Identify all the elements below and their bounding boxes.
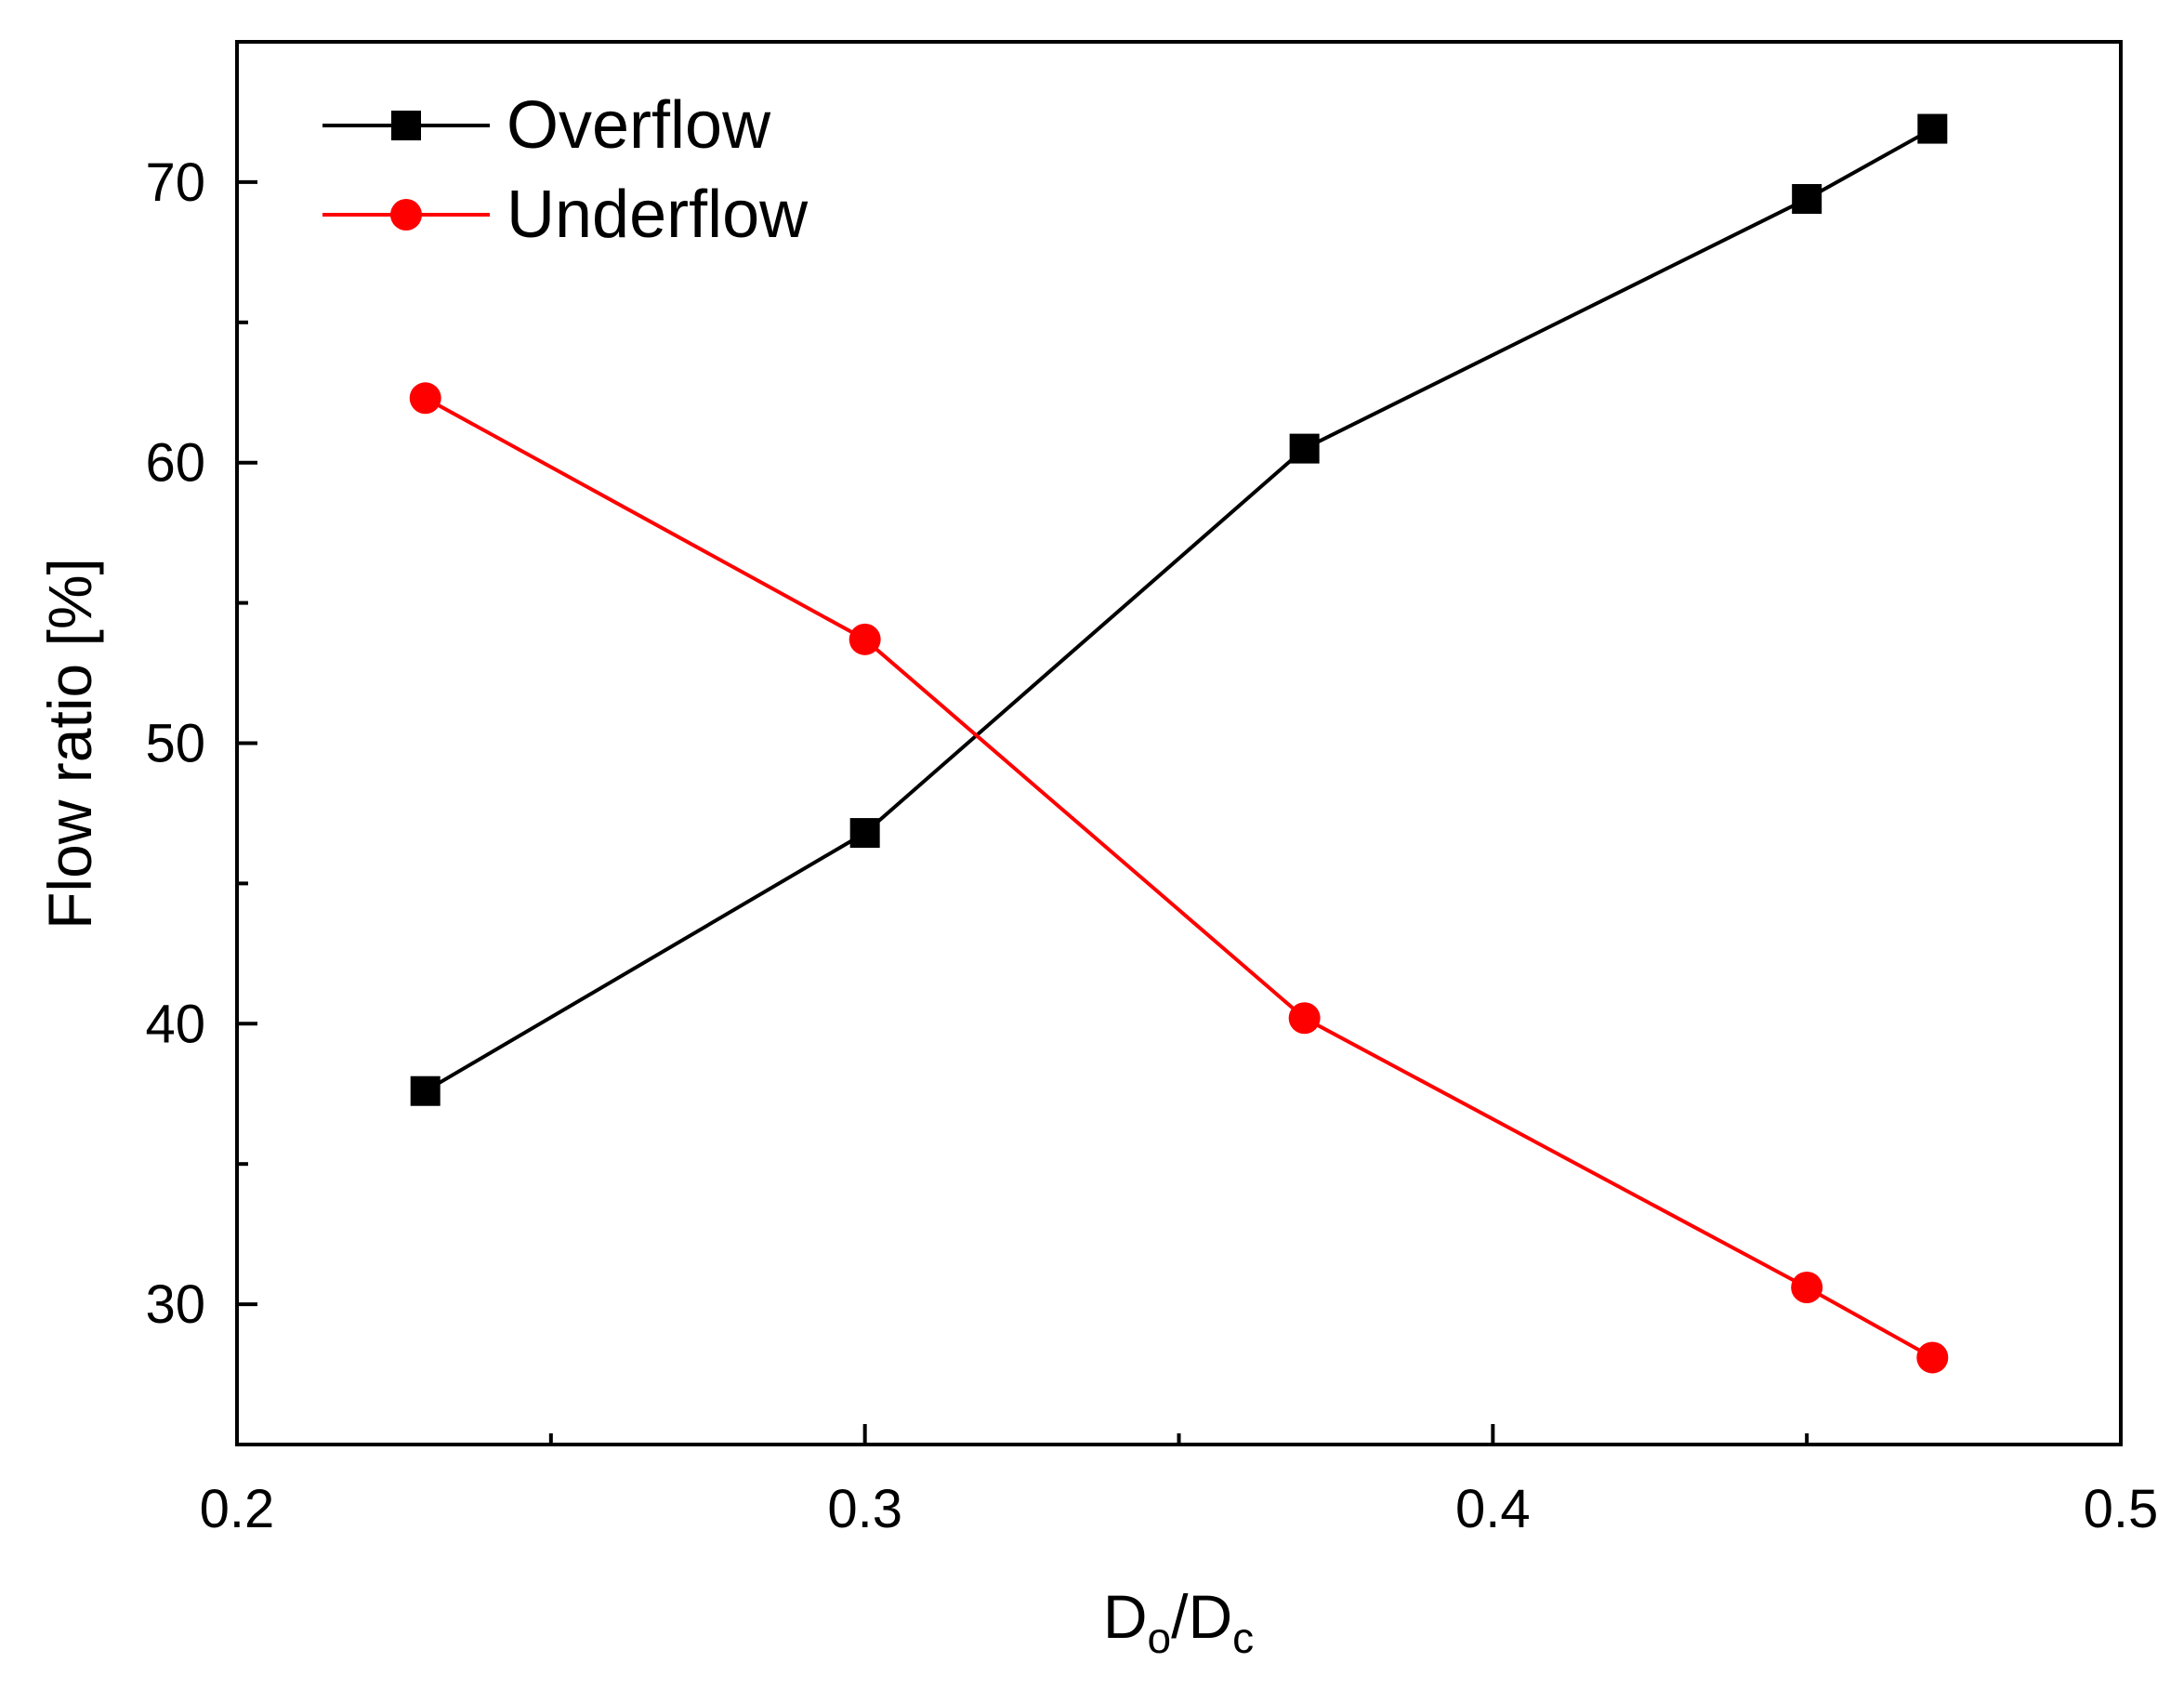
data-point-overflow (410, 1075, 441, 1106)
legend-marker-overflow (391, 111, 421, 140)
series-layer (409, 113, 1949, 1374)
y-axis-tick-labels: 30 40 50 60 70 (145, 152, 205, 1335)
series-underflow (409, 382, 1949, 1374)
x-axis-title-sub-o: o (1148, 1614, 1172, 1662)
legend-label-overflow: Overflow (507, 88, 771, 163)
x-tick-label: 0.2 (200, 1479, 275, 1539)
x-axis-ticks (235, 1424, 2123, 1445)
legend: Overflow Underflow (322, 88, 809, 252)
x-tick-label: 0.3 (827, 1479, 902, 1539)
y-axis-ticks (237, 179, 257, 1307)
data-point-underflow (1791, 1271, 1823, 1303)
data-point-underflow (1288, 1002, 1321, 1035)
x-axis-title-sep: /D (1171, 1582, 1232, 1651)
data-point-overflow (1792, 184, 1822, 215)
y-tick-label: 30 (145, 1274, 205, 1335)
x-tick-label: 0.5 (2084, 1479, 2159, 1539)
x-axis-title: Do/Dc (1103, 1582, 1254, 1662)
y-tick-label: 60 (145, 433, 205, 494)
x-axis-title-main: D (1103, 1582, 1148, 1651)
series-line-underflow (424, 396, 1934, 1360)
plot-area-frame (235, 40, 2123, 1446)
data-point-underflow (409, 382, 441, 415)
x-axis-tick-labels: 0.2 0.3 0.4 0.5 (200, 1479, 2159, 1539)
legend-marker-underflow (390, 199, 422, 231)
series-line-overflow (424, 126, 1934, 1093)
data-point-overflow (849, 818, 880, 849)
x-axis-title-sub-c: c (1232, 1614, 1254, 1662)
series-overflow (410, 113, 1948, 1106)
y-axis-title: Flow ratio [%] (35, 558, 104, 930)
y-tick-label: 40 (145, 994, 205, 1054)
y-tick-label: 50 (145, 714, 205, 774)
y-tick-label: 70 (145, 152, 205, 213)
x-tick-label: 0.4 (1455, 1479, 1531, 1539)
data-point-overflow (1917, 113, 1948, 144)
data-point-underflow (849, 623, 881, 655)
legend-label-underflow: Underflow (507, 178, 809, 252)
data-point-overflow (1289, 433, 1320, 464)
data-point-underflow (1916, 1341, 1949, 1374)
